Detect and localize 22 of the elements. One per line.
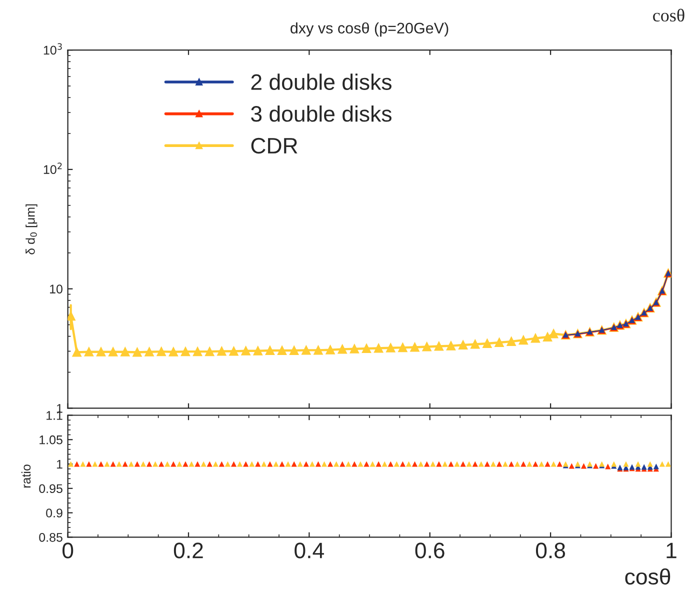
x-tick-label: 0.4: [294, 542, 324, 558]
y-axis-title: δ d$_{0}$ [μm]: [26, 204, 38, 254]
x-tick-label: 0.2: [174, 542, 203, 558]
legend-label: 2 double disks: [251, 74, 392, 90]
x-tick-label: 0.8: [536, 542, 566, 558]
y-tick-label: 10: [50, 284, 62, 294]
y-tick-label: 1: [56, 460, 62, 469]
x-tick-label: 1: [666, 542, 676, 558]
legend-label: 3 double disks: [251, 105, 392, 122]
y-tick-label: 10$^{3}$: [44, 43, 62, 55]
x-axis-title: cosθ: [625, 568, 670, 585]
y-tick-label: 0.85: [39, 532, 62, 542]
x-tick-label: 0: [62, 542, 74, 558]
x-tick-label: 0.6: [415, 542, 444, 558]
chart-title: dxy vs cosθ (p=20GeV): [290, 22, 448, 37]
y-axis-title: ratio: [21, 464, 31, 488]
y-tick-label: 0.95: [39, 484, 62, 494]
y-tick-label: 1.05: [40, 435, 62, 444]
y-tick-label: 0.9: [46, 508, 62, 518]
legend-label: CDR: [251, 138, 298, 154]
text: cosθ: [653, 8, 684, 22]
y-tick-label: 10$^{2}$: [44, 162, 62, 174]
